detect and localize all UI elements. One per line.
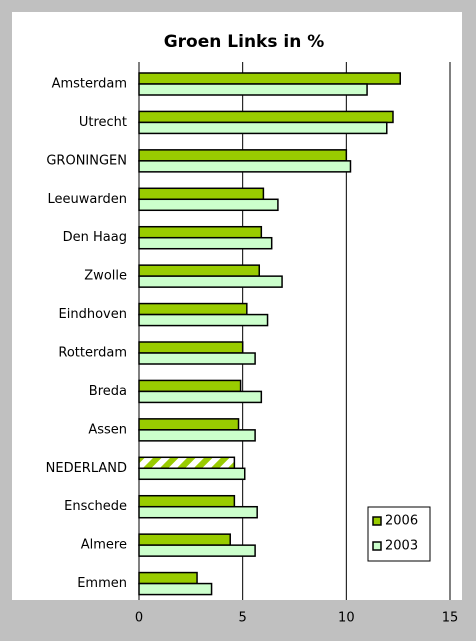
bar xyxy=(138,149,348,162)
bar xyxy=(138,418,240,431)
bar xyxy=(138,544,256,557)
y-tick-label: Enschede xyxy=(64,499,127,514)
bar xyxy=(138,121,388,135)
bar xyxy=(138,341,244,354)
bar xyxy=(138,225,263,239)
bar xyxy=(138,582,213,596)
bar xyxy=(138,72,401,85)
y-tick-label: Emmen xyxy=(77,576,127,591)
legend-label: 2006 xyxy=(385,514,418,529)
legend-label: 2003 xyxy=(385,539,418,554)
x-tick-label: 0 xyxy=(135,611,143,626)
y-tick-label: Amsterdam xyxy=(52,77,127,92)
bar xyxy=(138,302,248,316)
legend-swatch xyxy=(372,541,382,551)
bar xyxy=(138,264,261,277)
bar xyxy=(138,456,236,470)
bar xyxy=(138,467,246,481)
bar xyxy=(138,83,368,96)
bar xyxy=(138,429,256,442)
legend-swatch xyxy=(372,516,382,526)
x-tick-label: 10 xyxy=(338,611,355,626)
y-tick-label: Almere xyxy=(81,538,127,553)
bar xyxy=(138,160,352,173)
legend-box xyxy=(367,506,431,562)
x-tick-label: 5 xyxy=(239,611,247,626)
y-tick-label: GRONINGEN xyxy=(46,153,127,168)
bar xyxy=(138,187,265,201)
y-tick-label: Rotterdam xyxy=(58,346,127,361)
bar xyxy=(138,110,394,124)
y-tick-label: Den Haag xyxy=(63,230,127,245)
bar xyxy=(138,275,283,288)
chart-title: Groen Links in % xyxy=(164,32,325,52)
bar xyxy=(138,236,273,250)
y-tick-label: Zwolle xyxy=(84,269,127,284)
bar xyxy=(138,379,242,393)
bar xyxy=(138,494,236,508)
bar xyxy=(138,390,263,404)
y-tick-label: Utrecht xyxy=(79,115,127,130)
x-tick-label: 15 xyxy=(442,611,459,626)
bar xyxy=(138,505,258,519)
bar xyxy=(138,352,256,365)
y-tick-label: Eindhoven xyxy=(59,307,127,322)
bar xyxy=(138,533,231,546)
y-tick-label: NEDERLAND xyxy=(46,461,127,476)
bar xyxy=(138,313,269,327)
bar xyxy=(138,198,279,212)
bar xyxy=(138,571,198,585)
y-tick-label: Leeuwarden xyxy=(48,192,127,207)
y-tick-label: Breda xyxy=(89,384,127,399)
y-tick-label: Assen xyxy=(88,422,127,437)
